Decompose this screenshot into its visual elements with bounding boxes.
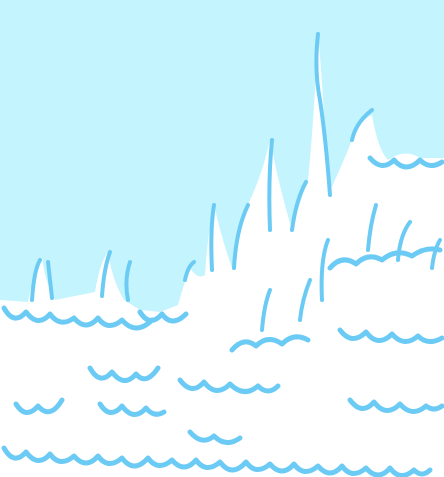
wave-lines (1, 155, 444, 477)
foam-area (0, 32, 444, 477)
drip (209, 138, 308, 272)
wave (87, 365, 161, 383)
wave (177, 377, 281, 394)
wave (13, 397, 65, 415)
wave (1, 445, 433, 477)
drips (30, 32, 442, 332)
wave (229, 334, 311, 353)
wave (347, 397, 444, 414)
wave (187, 429, 243, 445)
drip (183, 32, 374, 282)
wave (327, 246, 443, 271)
wave (337, 327, 444, 344)
drip (260, 203, 442, 332)
wave (1, 305, 155, 331)
wave (97, 401, 167, 417)
wave (367, 155, 444, 170)
wave (137, 309, 189, 324)
drip (30, 250, 132, 302)
